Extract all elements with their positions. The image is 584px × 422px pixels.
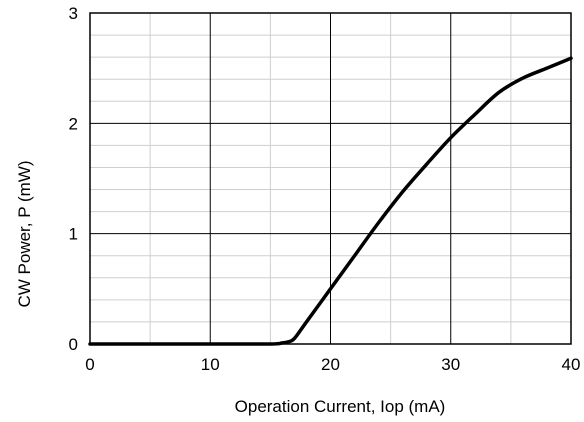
y-axis-title: CW Power, P (mW) [15, 160, 34, 307]
y-tick-label: 1 [69, 225, 78, 244]
y-tick-labels: 0 1 2 3 [69, 4, 78, 354]
plot-area-frame [89, 12, 572, 345]
x-tick-label: 0 [85, 355, 94, 374]
x-tick-label: 30 [441, 355, 460, 374]
y-tick-label: 3 [69, 4, 78, 23]
x-axis-title: Operation Current, Iop (mA) [235, 397, 446, 416]
x-tick-label: 40 [562, 355, 581, 374]
x-tick-label: 10 [201, 355, 220, 374]
x-tick-labels: 0 10 20 30 40 [85, 355, 580, 374]
major-gridlines [90, 13, 571, 344]
y-tick-label: 0 [69, 335, 78, 354]
x-tick-label: 20 [321, 355, 340, 374]
y-tick-label: 2 [69, 114, 78, 133]
